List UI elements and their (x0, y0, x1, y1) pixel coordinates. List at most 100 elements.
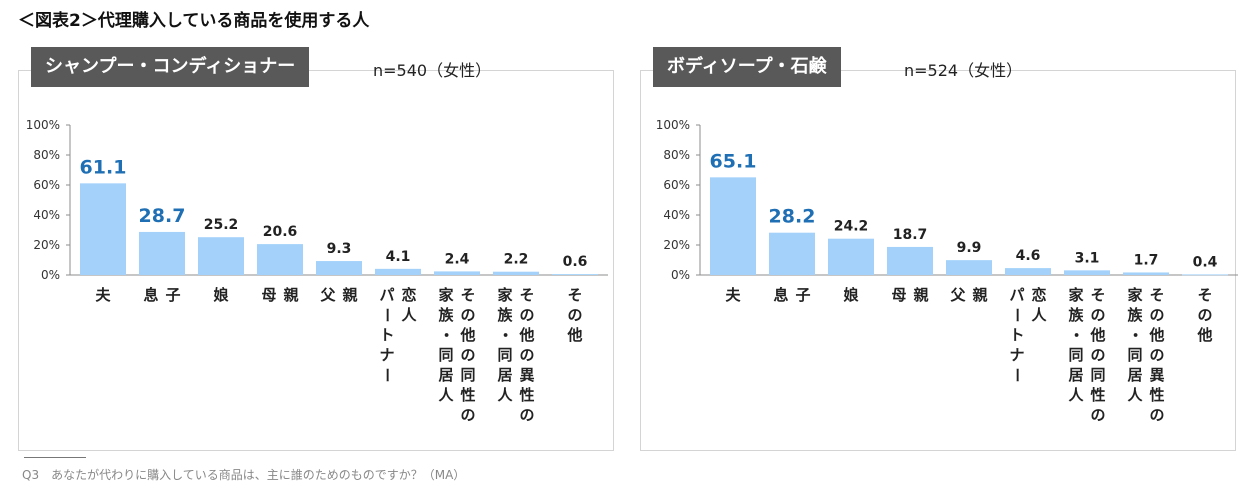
svg-text:恋: 恋 (1031, 286, 1046, 304)
svg-text:の: の (1090, 306, 1105, 324)
svg-text:の: の (1149, 406, 1164, 424)
bar (316, 261, 362, 275)
svg-text:そ: そ (567, 286, 582, 304)
svg-text:性: 性 (460, 386, 475, 404)
y-tick-label: 60% (663, 178, 690, 192)
svg-text:の: の (1090, 406, 1105, 424)
y-tick-label: 0% (41, 268, 60, 282)
svg-text:の: の (1090, 346, 1105, 364)
svg-text:ト: ト (1009, 326, 1024, 344)
svg-text:ー: ー (378, 367, 396, 382)
svg-text:性: 性 (1149, 386, 1164, 404)
y-tick-label: 100% (26, 118, 60, 132)
svg-text:そ: そ (1149, 286, 1164, 304)
svg-text:親: 親 (913, 286, 928, 304)
svg-text:の: の (519, 346, 534, 364)
bar (769, 232, 815, 275)
svg-text:子: 子 (165, 286, 180, 304)
svg-text:息: 息 (773, 286, 788, 304)
data-label: 18.7 (893, 227, 928, 243)
bar (434, 271, 480, 275)
svg-text:夫: 夫 (95, 286, 111, 304)
svg-text:家: 家 (497, 286, 512, 304)
svg-text:他: 他 (1089, 326, 1105, 344)
footnote: Q3 あなたが代わりに購入している商品は、主に誰のためのものですか？（MA） (22, 468, 466, 482)
svg-text:人: 人 (438, 386, 454, 404)
svg-text:・: ・ (1067, 327, 1085, 342)
svg-text:家: 家 (438, 286, 453, 304)
data-label: 3.1 (1075, 250, 1100, 266)
svg-text:・: ・ (1126, 327, 1144, 342)
category-label: 父親 (319, 286, 357, 304)
data-label: 28.7 (139, 205, 186, 227)
svg-text:他: 他 (1196, 326, 1212, 344)
bar (828, 238, 874, 275)
svg-text:他: 他 (518, 326, 534, 344)
svg-text:の: の (460, 406, 475, 424)
footnote-rule (24, 457, 86, 458)
svg-text:の: の (519, 306, 534, 324)
svg-text:他: 他 (459, 326, 475, 344)
svg-text:・: ・ (496, 327, 514, 342)
svg-text:居: 居 (438, 366, 453, 384)
svg-text:親: 親 (283, 286, 298, 304)
data-label: 9.3 (327, 241, 352, 257)
svg-text:の: の (460, 306, 475, 324)
svg-text:家: 家 (1127, 286, 1142, 304)
y-tick-label: 100% (656, 118, 690, 132)
svg-text:居: 居 (1127, 366, 1142, 384)
data-label: 4.6 (1016, 248, 1041, 264)
svg-text:娘: 娘 (213, 286, 229, 304)
bar (257, 244, 303, 275)
category-label: 息子 (143, 286, 180, 304)
svg-text:親: 親 (342, 286, 357, 304)
y-tick-label: 40% (33, 208, 60, 222)
svg-text:人: 人 (497, 386, 513, 404)
bar (1182, 274, 1228, 276)
svg-text:ー: ー (1008, 367, 1026, 382)
svg-text:ナ: ナ (379, 346, 394, 364)
data-label: 61.1 (80, 156, 127, 178)
svg-text:ナ: ナ (1009, 346, 1024, 364)
svg-text:恋: 恋 (401, 286, 416, 304)
category-label: 娘 (213, 286, 229, 304)
svg-text:同: 同 (1068, 346, 1083, 364)
svg-text:居: 居 (497, 366, 512, 384)
bar (198, 237, 244, 275)
data-label: 9.9 (957, 240, 982, 256)
svg-text:子: 子 (795, 286, 810, 304)
data-label: 0.4 (1193, 254, 1218, 270)
svg-text:パ: パ (1009, 286, 1024, 304)
svg-text:同: 同 (438, 346, 453, 364)
data-label: 28.2 (769, 206, 816, 228)
svg-text:同: 同 (460, 366, 475, 384)
svg-text:人: 人 (1031, 306, 1047, 324)
bar (552, 274, 598, 275)
svg-text:族: 族 (438, 306, 454, 324)
svg-text:の: の (567, 306, 582, 324)
svg-text:家: 家 (1068, 286, 1083, 304)
svg-text:父: 父 (949, 286, 966, 304)
svg-text:異: 異 (1149, 366, 1164, 384)
category-label: 母親 (261, 286, 298, 304)
svg-text:他: 他 (566, 326, 582, 344)
bar (375, 268, 421, 275)
category-label: 母親 (891, 286, 928, 304)
y-tick-label: 60% (33, 178, 60, 192)
figure-title: ＜図表2＞代理購入している商品を使用する人 (18, 11, 370, 31)
y-tick-label: 20% (663, 238, 690, 252)
svg-text:ー: ー (378, 307, 396, 322)
svg-text:人: 人 (401, 306, 417, 324)
svg-text:族: 族 (1068, 306, 1084, 324)
svg-text:の: の (1149, 346, 1164, 364)
svg-text:族: 族 (1127, 306, 1143, 324)
svg-text:居: 居 (1068, 366, 1083, 384)
svg-text:同: 同 (1090, 366, 1105, 384)
bar-chart-bodysoap: 0%20%40%60%80%100%65.1夫28.2息 子24.2娘18.7母親… (656, 118, 1238, 424)
data-label: 24.2 (834, 219, 869, 235)
data-label: 25.2 (204, 217, 239, 233)
